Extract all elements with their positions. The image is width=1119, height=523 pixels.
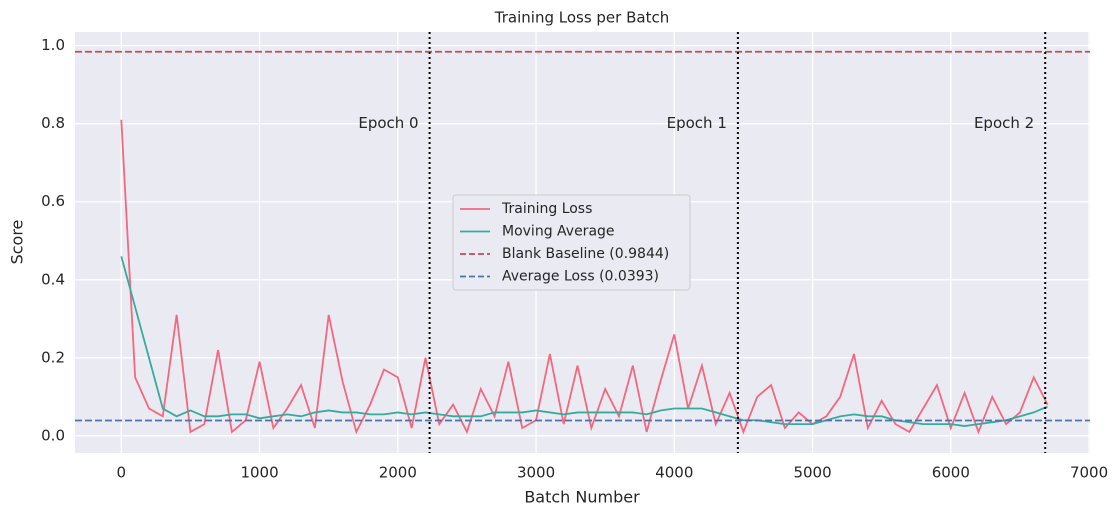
- y-tick-label: 0.4: [41, 270, 65, 288]
- y-axis-label: Score: [8, 220, 27, 265]
- y-tick-label: 1.0: [41, 36, 65, 54]
- x-tick-label: 4000: [655, 464, 693, 482]
- y-tick-label: 0.8: [41, 114, 65, 132]
- chart-title: Training Loss per Batch: [494, 9, 669, 27]
- y-tick-label: 0.2: [41, 348, 65, 366]
- legend-label: Training Loss: [501, 201, 592, 217]
- epoch-label: Epoch 0: [358, 114, 418, 132]
- x-tick-label: 5000: [793, 464, 831, 482]
- legend-label: Average Loss (0.0393): [502, 269, 659, 285]
- y-tick-label: 0.6: [41, 192, 65, 210]
- x-tick-label: 2000: [379, 464, 417, 482]
- x-tick-label: 6000: [932, 464, 970, 482]
- legend-box: [452, 194, 691, 291]
- x-tick-label: 0: [117, 464, 127, 482]
- legend-label: Blank Baseline (0.9844): [502, 246, 669, 262]
- epoch-label: Epoch 2: [974, 114, 1034, 132]
- x-tick-label: 1000: [240, 464, 278, 482]
- legend-label: Moving Average: [502, 224, 615, 240]
- series-line: [120, 256, 1048, 427]
- x-tick-label: 7000: [1070, 464, 1108, 482]
- x-tick-label: 3000: [517, 464, 555, 482]
- x-axis-label: Batch Number: [524, 488, 640, 507]
- epoch-label: Epoch 1: [667, 114, 727, 132]
- y-tick-label: 0.0: [41, 426, 65, 444]
